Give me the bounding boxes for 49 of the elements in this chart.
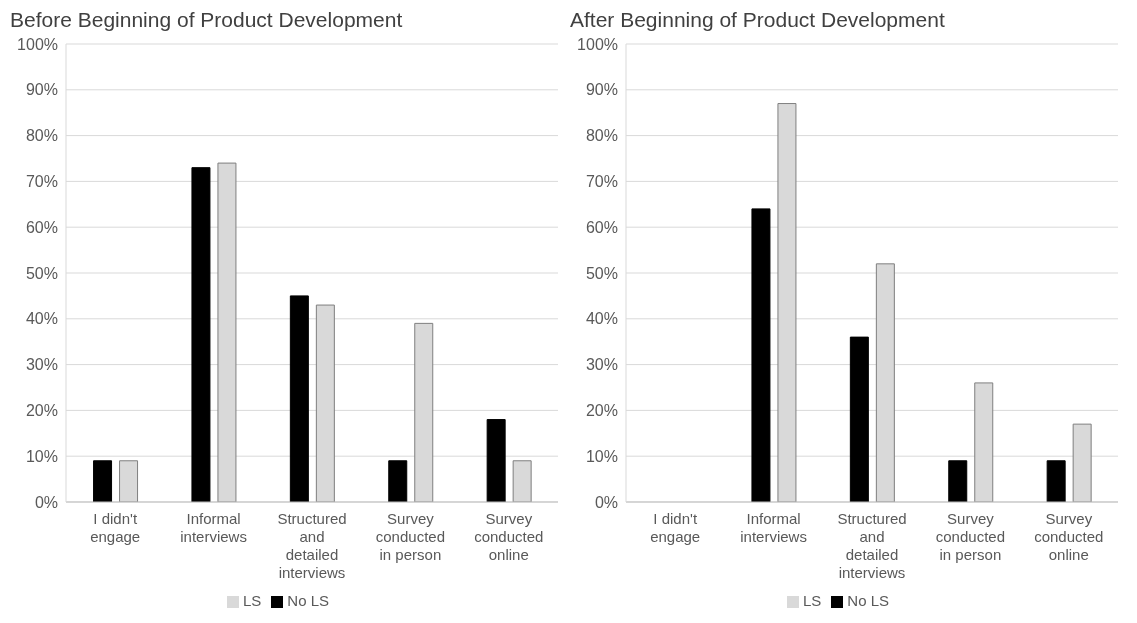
x-tick-label: Structured and detailed interviews (837, 510, 907, 581)
bar (289, 295, 309, 502)
y-tick-label: 70% (25, 173, 58, 191)
y-tick-label: 100% (17, 35, 58, 53)
y-tick-label: 70% (585, 173, 618, 191)
legend-label: No LS (287, 592, 330, 609)
legend-label: LS (242, 592, 262, 609)
bar (1046, 460, 1066, 502)
y-tick-label: 10% (585, 447, 618, 465)
y-tick-label: 20% (25, 402, 58, 420)
bar (191, 167, 211, 502)
bar (751, 208, 771, 502)
y-tick-label: 10% (25, 447, 58, 465)
y-tick-label: 100% (577, 35, 618, 53)
y-tick-label: 50% (585, 264, 618, 282)
bar (512, 460, 532, 502)
bar (486, 419, 506, 502)
bar (119, 460, 139, 502)
y-tick-label: 60% (585, 218, 618, 236)
x-tick-label: Survey conducted in person (375, 510, 446, 563)
bar (388, 460, 408, 502)
x-tick-label: Informal interviews (740, 510, 807, 545)
x-tick-label: Informal interviews (180, 510, 247, 545)
y-tick-label: 20% (585, 402, 618, 420)
bar (948, 460, 968, 502)
y-tick-label: 50% (25, 264, 58, 282)
y-tick-label: 30% (585, 356, 618, 374)
y-tick-label: 90% (585, 81, 618, 99)
x-tick-label: Survey conducted in person (935, 510, 1006, 563)
y-tick-label: 40% (25, 310, 58, 328)
y-tick-label: 80% (25, 127, 58, 145)
x-tick-label: I didn't engage (650, 510, 701, 545)
y-tick-label: 0% (594, 493, 618, 511)
y-tick-label: 90% (25, 81, 58, 99)
bar (93, 460, 113, 502)
legend-label: LS (802, 592, 822, 609)
x-tick-label: I didn't engage (90, 510, 141, 545)
y-tick-label: 0% (34, 493, 58, 511)
y-tick-label: 80% (585, 127, 618, 145)
x-tick-label: Survey conducted online (474, 510, 544, 563)
bar (849, 336, 869, 502)
x-tick-label: Survey conducted online (1034, 510, 1104, 563)
x-tick-label: Structured and detailed interviews (277, 510, 347, 581)
y-tick-label: 30% (25, 356, 58, 374)
chart-title: Before Beginning of Product Development (9, 8, 404, 33)
legend-label: No LS (847, 592, 890, 609)
y-tick-label: 60% (25, 218, 58, 236)
chart-title: After Beginning of Product Development (569, 8, 946, 33)
y-tick-label: 40% (585, 310, 618, 328)
